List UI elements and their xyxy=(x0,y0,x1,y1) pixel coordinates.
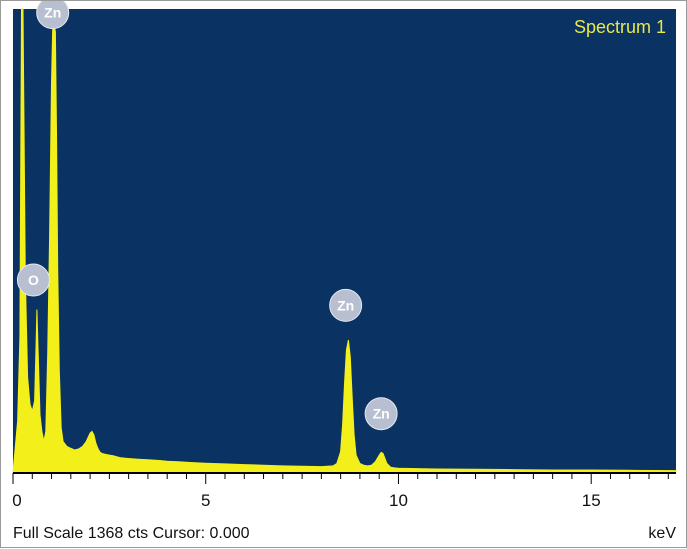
full-scale-cursor-readout: Full Scale 1368 cts Cursor: 0.000 xyxy=(13,525,250,542)
peak-label-badge xyxy=(16,263,50,297)
x-tick-label: 5 xyxy=(201,491,210,510)
peak-label-zn-2: Zn xyxy=(329,288,363,322)
peak-label-text: O xyxy=(28,272,39,288)
x-axis-ticks: 0 5 10 15 xyxy=(12,473,669,510)
peak-label-text: Zn xyxy=(373,406,390,422)
series-layer xyxy=(12,8,677,473)
chart-title: Spectrum 1 xyxy=(574,17,666,37)
x-tick-label: 10 xyxy=(389,491,408,510)
peak-label-zn-3: Zn xyxy=(364,397,398,431)
x-tick-label: 0 xyxy=(12,491,21,510)
peak-annotations: Zn O Zn Zn xyxy=(16,1,398,431)
spectrum-series-0 xyxy=(12,8,677,473)
peak-label-text: Zn xyxy=(337,297,354,313)
x-axis-unit-label: keV xyxy=(648,525,676,542)
peak-label-text: Zn xyxy=(44,5,61,21)
peak-label-o-1: O xyxy=(16,263,50,297)
x-tick-label: 15 xyxy=(582,491,601,510)
peak-label-badge xyxy=(364,397,398,431)
peak-label-zn-0: Zn xyxy=(36,1,70,30)
peak-label-badge xyxy=(36,1,70,30)
peak-label-badge xyxy=(329,288,363,322)
